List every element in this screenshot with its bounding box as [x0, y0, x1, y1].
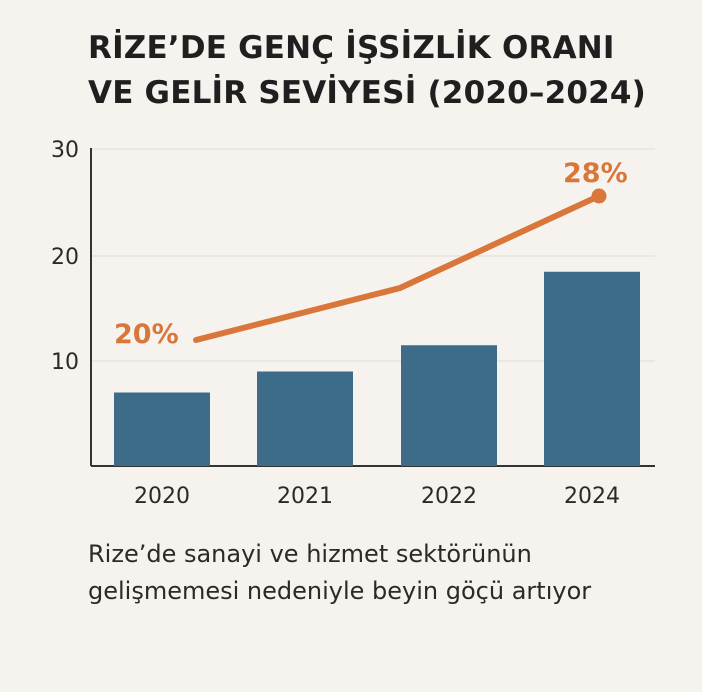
chart-caption: Rize’de sanayi ve hizmet sektörünün geli… — [88, 536, 688, 610]
y-tick-label-20: 20 — [51, 245, 79, 270]
bar-2022 — [401, 345, 497, 466]
caption-line-1: Rize’de sanayi ve hizmet sektörünün — [88, 540, 532, 568]
data-label-2024: 28% — [563, 158, 628, 189]
chart-title-line-2: VE GELİR SEVİYESİ (2020–2024) — [88, 75, 647, 111]
x-tick-label-2020: 2020 — [134, 484, 190, 509]
y-tick-label-30: 30 — [51, 138, 79, 163]
bar-2020 — [114, 392, 210, 466]
y-tick-label-10: 10 — [51, 350, 79, 375]
bar-2021 — [257, 371, 353, 466]
trend-point-2024 — [591, 188, 607, 204]
x-tick-label-2024: 2024 — [564, 484, 620, 509]
bar-2024 — [544, 271, 640, 466]
caption-line-2: gelişmemesi nedeniyle beyin göçü artıyor — [88, 577, 592, 605]
x-tick-label-2021: 2021 — [277, 484, 333, 509]
x-tick-label-2022: 2022 — [421, 484, 477, 509]
chart-title-line-1: RİZE’DE GENÇ İŞSİZLİK ORANI — [88, 30, 615, 66]
trend-line — [193, 193, 602, 343]
chart-title: RİZE’DE GENÇ İŞSİZLİK ORANI VE GELİR SEV… — [88, 26, 688, 116]
data-label-2020: 20% — [114, 319, 179, 350]
